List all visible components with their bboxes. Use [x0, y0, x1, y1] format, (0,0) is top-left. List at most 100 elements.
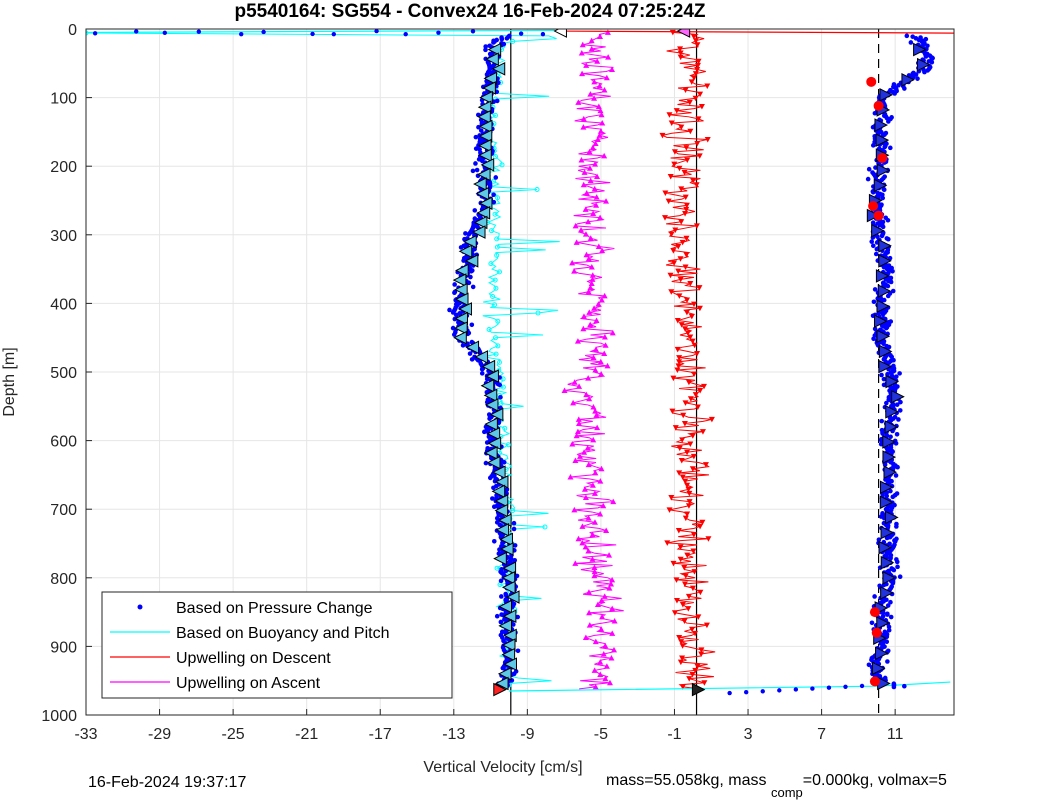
descent-pitch-marker [483, 388, 498, 403]
pressure-dot [451, 332, 457, 337]
x-axis-label: Vertical Velocity [cm/s] [423, 759, 582, 776]
upwelling-descent-marker [693, 223, 700, 229]
upwelling-ascent-marker [585, 288, 592, 295]
bottom-marker [691, 682, 706, 697]
upwelling-ascent-marker [594, 173, 601, 179]
upwelling-descent-marker [705, 536, 712, 542]
ascent-pitch-marker [878, 254, 892, 268]
descent-pitch-marker [483, 71, 498, 86]
upwelling-ascent-marker [600, 502, 607, 509]
y-tick-label: 400 [50, 296, 77, 313]
pressure-dot [892, 91, 897, 96]
upwelling-ascent-marker [585, 515, 592, 521]
pressure-dot [888, 434, 893, 440]
pressure-dot [473, 134, 479, 140]
upwelling-ascent-marker [578, 226, 585, 233]
ascent-pitch-marker [882, 450, 897, 464]
upwelling-ascent-marker [604, 362, 611, 369]
upwelling-ascent-marker [603, 74, 610, 81]
upwelling-descent-marker [682, 478, 689, 485]
pressure-dot [859, 683, 865, 689]
descent-pitch-marker [484, 446, 498, 460]
upwelling-ascent-marker [592, 346, 599, 352]
pressure-dot [826, 685, 832, 690]
y-tick-label: 1000 [41, 708, 77, 725]
descent-pitch-marker [476, 206, 491, 220]
upwelling-ascent-marker [597, 478, 604, 484]
pressure-dot [922, 69, 927, 75]
descent-pitch-marker [505, 590, 520, 604]
pressure-dot [886, 119, 891, 124]
upwelling-ascent-marker [610, 646, 617, 653]
pressure-dot [888, 614, 894, 620]
pressure-dot [470, 29, 476, 34]
upwelling-descent-marker [676, 355, 683, 361]
pressure-dot [894, 559, 900, 565]
pressure-dot [884, 639, 890, 645]
descent-pitch-marker [501, 647, 516, 662]
upwelling-descent-marker [675, 268, 682, 275]
ascent-pitch-marker [882, 570, 897, 585]
upwelling-descent-marker [687, 441, 694, 448]
upwelling-ascent-marker [578, 50, 585, 56]
pressure-dot [473, 161, 478, 166]
pressure-dot [895, 464, 900, 470]
upwelling-descent-marker [691, 569, 698, 575]
red-marker [866, 76, 877, 87]
mass-text-tail: =0.000kg, volmax=5 [802, 772, 947, 789]
upwelling-descent-marker [701, 680, 708, 686]
upwelling-descent-marker [677, 54, 684, 61]
ascent-pitch-marker [873, 314, 888, 329]
upwelling-ascent-marker [596, 82, 603, 89]
pressure-dot [893, 473, 899, 478]
descent-pitch-marker [452, 273, 467, 287]
upwelling-descent-marker [676, 445, 683, 452]
upwelling-ascent-marker [587, 235, 594, 241]
y-tick-label: 500 [50, 365, 77, 382]
pressure-dot [472, 208, 478, 213]
descent-pitch-marker [489, 407, 504, 422]
x-tick-label: -29 [148, 726, 171, 743]
upwelling-ascent-marker [594, 424, 601, 431]
upwelling-descent-marker [686, 99, 693, 106]
upwelling-descent-marker [697, 388, 704, 394]
pressure-dot [777, 688, 782, 693]
upwelling-ascent-marker [588, 37, 595, 44]
upwelling-ascent-marker [587, 91, 594, 97]
upwelling-descent-marker [678, 639, 685, 645]
upwelling-descent-marker [676, 359, 683, 365]
pressure-dot [885, 659, 890, 664]
pressure-dot [162, 30, 168, 35]
y-tick-label: 300 [50, 228, 77, 245]
buoyancy-marker [502, 425, 508, 431]
pressure-dot [884, 400, 889, 406]
pressure-dot [466, 231, 472, 237]
upwelling-ascent-marker [571, 506, 578, 513]
y-tick-label: 800 [50, 571, 77, 588]
pressure-dot [490, 496, 495, 501]
descent-pitch-marker [473, 215, 488, 230]
buoyancy-marker [488, 261, 494, 267]
pressure-dot [470, 168, 476, 174]
buoyancy-bottom-line [508, 681, 951, 692]
upwelling-descent-marker [674, 367, 681, 373]
upwelling-descent-marker [683, 145, 690, 151]
upwelling-ascent-marker [576, 420, 583, 426]
upwelling-descent-marker [685, 606, 692, 612]
pressure-dot [929, 59, 935, 65]
buoyancy-marker [494, 252, 500, 258]
pressure-dot [484, 72, 490, 77]
descent-pitch-marker [484, 417, 498, 431]
ascent-pitch-marker [878, 344, 893, 359]
ascent-pitch-marker [876, 299, 891, 313]
upwelling-ascent-marker [592, 161, 599, 167]
upwelling-ascent-marker [579, 41, 586, 48]
upwelling-ascent-marker [582, 494, 589, 501]
upwelling-descent-marker [697, 523, 704, 530]
upwelling-ascent-marker [597, 358, 604, 365]
upwelling-ascent-marker [561, 387, 568, 394]
pressure-dot [467, 351, 473, 356]
legend-box [101, 591, 453, 699]
ascent-pitch-marker [901, 72, 916, 87]
